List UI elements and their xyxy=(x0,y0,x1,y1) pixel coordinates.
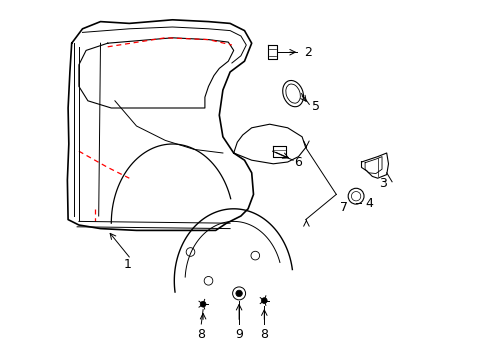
Circle shape xyxy=(200,301,205,307)
Text: 5: 5 xyxy=(311,100,320,113)
Circle shape xyxy=(261,298,266,303)
Text: 2: 2 xyxy=(303,46,311,59)
Text: 1: 1 xyxy=(123,258,131,271)
Circle shape xyxy=(235,290,242,297)
Text: 9: 9 xyxy=(235,328,243,341)
Text: 4: 4 xyxy=(365,197,372,210)
Text: 8: 8 xyxy=(260,328,268,341)
Text: 6: 6 xyxy=(294,156,302,169)
Text: 7: 7 xyxy=(339,201,347,213)
Text: 8: 8 xyxy=(197,328,205,341)
Text: 3: 3 xyxy=(378,177,386,190)
